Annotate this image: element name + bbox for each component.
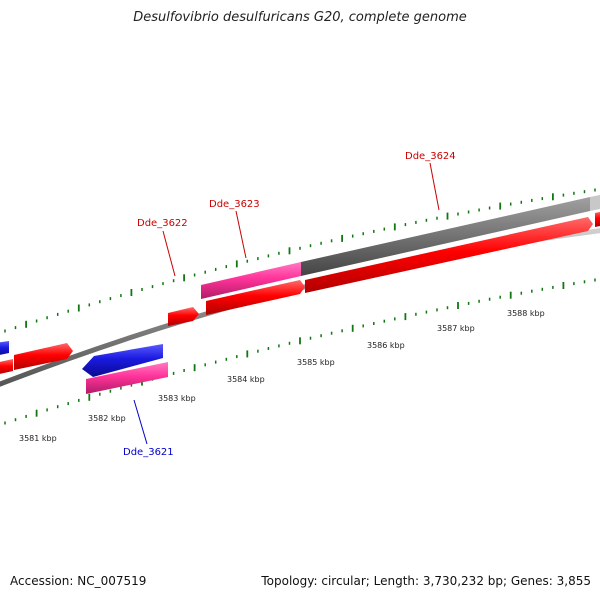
gene-label-dde3623[interactable]: Dde_3623 [209,199,260,210]
kbp-label: 3586 kbp [367,341,405,350]
map-title: Desulfovibrio desulfuricans G20, complet… [133,10,467,25]
gene-label-dde3624[interactable]: Dde_3624 [405,151,456,162]
cds-red-left-edge[interactable] [0,359,13,375]
cds-red-small-dde3622[interactable] [168,307,199,326]
rna-pink-dde3623[interactable] [201,262,301,299]
kbp-label: 3585 kbp [297,358,335,367]
cds-red-right-edge[interactable] [595,211,600,227]
leader-dde3624 [429,162,440,211]
gene-label-dde3622[interactable]: Dde_3622 [137,218,188,229]
genome-stats-text: Topology: circular; Length: 3,730,232 bp… [261,574,591,588]
cds-red-left[interactable] [14,343,73,370]
outer-tick-row [4,188,596,333]
pseudo-gray-dde3624[interactable] [301,197,590,276]
accession-text: Accession: NC_007519 [10,574,147,588]
cds-blue-left-edge[interactable] [0,341,9,356]
kbp-label: 3581 kbp [19,434,57,443]
leader-dde3622 [162,230,176,277]
kbp-label: 3583 kbp [158,394,196,403]
rna-pink-lower[interactable] [86,362,168,394]
cds-red-dde3623[interactable] [206,280,305,315]
leader-dde3623 [235,210,247,259]
cds-red-dde3624[interactable] [305,217,593,293]
kbp-label: 3582 kbp [88,414,126,423]
kbp-label: 3584 kbp [227,375,265,384]
kbp-label: 3587 kbp [437,324,475,333]
kbp-label: 3588 kbp [507,309,545,318]
cds-blue-dde3621[interactable] [82,344,163,377]
pseudo-lightgray-edge[interactable] [590,194,600,211]
leader-dde3621 [133,399,148,445]
gene-label-dde3621[interactable]: Dde_3621 [123,447,174,458]
